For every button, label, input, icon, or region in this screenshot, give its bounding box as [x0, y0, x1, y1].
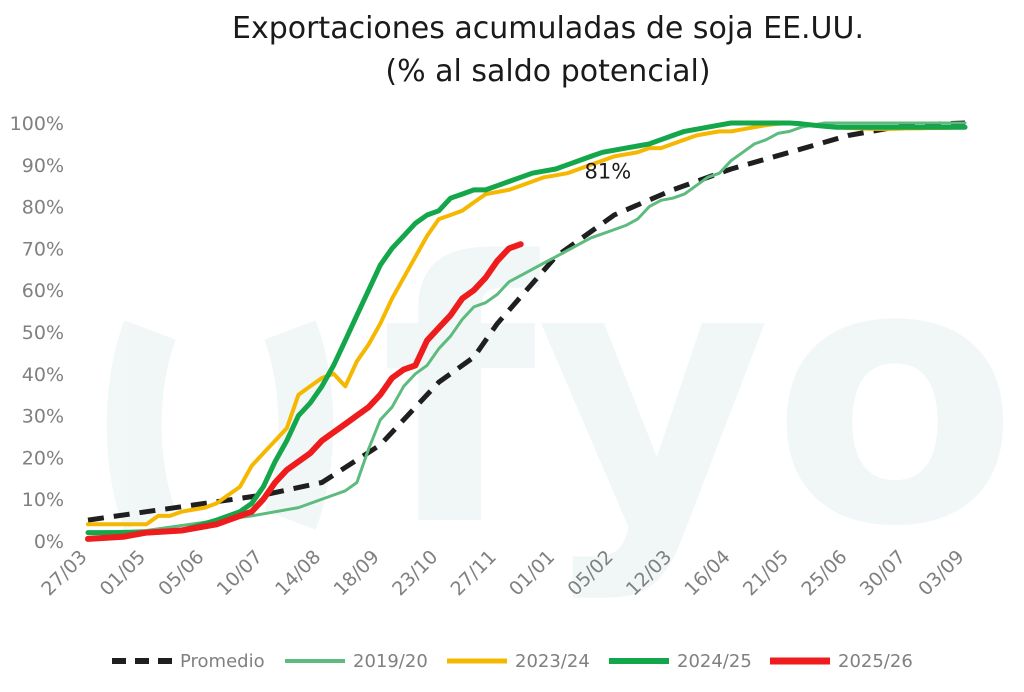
y-tick-label: 80% [22, 197, 64, 219]
y-tick-label: 10% [22, 489, 64, 511]
y-tick-label: 90% [22, 155, 64, 177]
y-tick-label: 20% [22, 447, 64, 469]
legend: Promedio 2019/20 2023/24 2024/25 2025/26 [112, 651, 913, 672]
y-tick-label: 50% [22, 322, 64, 344]
x-tick-label: 18/09 [330, 546, 384, 600]
y-tick-label: 40% [22, 364, 64, 386]
legend-label-promedio: Promedio [180, 651, 265, 672]
y-tick-label: 60% [22, 280, 64, 302]
legend-label-2019-20: 2019/20 [353, 651, 428, 672]
x-tick-label: 27/03 [37, 546, 91, 600]
y-tick-label: 0% [34, 531, 64, 553]
legend-label-2025-26: 2025/26 [838, 651, 913, 672]
y-tick-label: 100% [10, 113, 64, 135]
series-layer [85, 120, 968, 542]
x-tick-label: 05/06 [154, 546, 208, 600]
annotation-label: 81% [585, 159, 632, 183]
x-tick-label: 14/08 [271, 546, 325, 600]
watermark-logo: fyo [106, 186, 1019, 605]
chart-subtitle: (% al saldo potencial) [385, 54, 710, 89]
series-line-2019-20 [86, 121, 967, 535]
x-tick-label: 10/07 [213, 546, 267, 600]
legend-label-2024-25: 2024/25 [677, 651, 752, 672]
series-line-2024-25 [85, 120, 968, 536]
x-tick-label: 01/05 [96, 546, 150, 600]
series-line-2025-26 [85, 241, 524, 542]
y-tick-label: 30% [22, 406, 64, 428]
watermark-text: fyo [380, 186, 1019, 605]
chart-title: Exportaciones acumuladas de soja EE.UU. [232, 11, 864, 46]
y-tick-label: 70% [22, 238, 64, 260]
legend-label-2023-24: 2023/24 [515, 651, 590, 672]
y-axis-ticks: 0% 10% 20% 30% 40% 50% 60% 70% 80% 90% 100% [10, 113, 64, 553]
annotation-layer: 81% [585, 159, 632, 183]
